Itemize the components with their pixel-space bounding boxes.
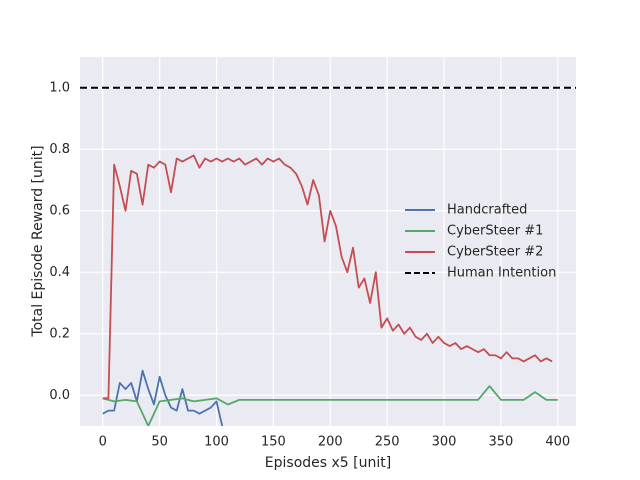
x-tick-label: 0 [99,435,107,450]
y-axis-label: Total Episode Reward [unit] [30,145,46,337]
legend-label: CyberSteer #1 [447,224,543,239]
series-line [102,154,553,400]
legend-label: Human Intention [447,266,556,281]
y-tick-label: 1.0 [49,80,70,95]
x-tick-label: 200 [318,435,343,450]
x-tick-label: 300 [432,435,457,450]
legend-label: Handcrafted [447,203,527,218]
series-line [102,369,224,426]
x-tick-label: 50 [151,435,168,450]
y-tick-label: 0.4 [49,265,70,280]
y-tick-label: 0.2 [49,326,70,341]
x-tick-label: 400 [545,435,570,450]
plot-area [80,57,576,426]
legend-label: CyberSteer #2 [447,245,543,260]
y-tick-label: 0.8 [49,142,70,157]
y-tick-label: 0.0 [49,388,70,403]
plot-lines [80,86,576,426]
x-tick-label: 250 [375,435,400,450]
x-tick-label: 150 [261,435,286,450]
series-line [102,385,558,426]
x-tick-label: 350 [489,435,514,450]
x-tick-label: 100 [204,435,229,450]
x-axis-label: Episodes x5 [unit] [265,455,391,471]
y-tick-label: 0.6 [49,203,70,218]
